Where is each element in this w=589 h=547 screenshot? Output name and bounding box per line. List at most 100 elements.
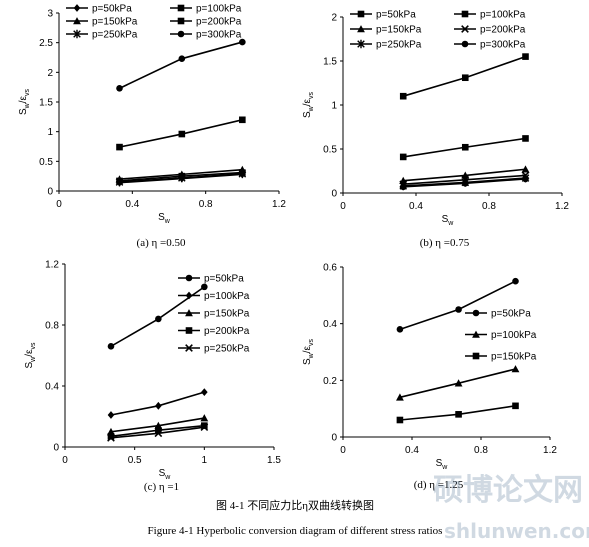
legend-item: p=100kPa [465,330,537,341]
watermark: 硕博论文网 shlunwen.com [433,473,589,543]
y-tick-label: 0 [331,189,337,200]
legend-label: p=100kPa [196,4,242,15]
series-p=200kPa [116,116,246,151]
data-point [107,433,115,440]
legend-label: p=300kPa [196,30,242,41]
y-axis-label-d-text: Sw/εvs [302,339,315,365]
x-tick-label: 0.4 [125,199,139,210]
legend-marker [73,17,81,25]
data-point [239,38,246,46]
x-tick-label: 1.2 [555,201,569,212]
legend-item: p=200kPa [178,326,250,337]
legend-marker [185,327,193,334]
data-point [238,169,247,179]
legend-label: p=100kPa [491,330,537,341]
y-tick-label: 1.5 [323,57,337,68]
data-point [461,74,469,82]
y-tick-label: 1.2 [45,260,59,271]
series-p=50kPa [107,283,208,350]
legend-item: p=300kPa [454,40,526,51]
legend-label: p=150kPa [376,25,422,36]
series-p=200kPa [107,422,208,440]
y-tick-label: 0.2 [323,376,337,387]
y-axis-label-b-text: Sw/εvs [302,92,315,118]
y-tick-label: 2 [331,13,337,24]
data-point [201,388,208,396]
legend-label: p=100kPa [204,291,250,302]
y-tick-label: 0.5 [39,157,53,168]
legend-b: p=50kPa p=100kPa p=150kPa p=200kPa p=250kPa p… [350,10,526,51]
legend-a: p=50kPa p=100kPa p=150kPa p=200kPa p=250kPa p… [66,4,242,41]
data-point [155,315,162,323]
legend-label: p=250kPa [376,40,422,51]
x-tick-label: 0 [340,445,346,456]
legend-label: p=50kPa [376,10,416,21]
legend-label: p=200kPa [204,326,250,337]
legend-marker [185,344,193,352]
data-point [200,414,209,422]
legend-marker [472,309,480,317]
y-axis-label-d: Sw/εvs [302,339,315,365]
series-p=150kPa [396,402,519,424]
data-point [522,135,529,142]
data-point [154,429,163,438]
x-tick-label: 1.2 [272,199,286,210]
legend-marker [177,4,185,12]
legend-marker [357,39,365,49]
data-point [396,326,404,333]
legend-d: p=50kPa p=100kPa p=150kPa [465,309,537,363]
x-tick-label: 0.8 [199,199,213,210]
data-point [461,180,469,187]
x-axis-label-b: Sw [442,214,455,227]
data-point [201,422,208,429]
legend-item: p=200kPa [454,25,526,36]
data-point [115,177,124,187]
legend-item: p=50kPa [178,274,244,285]
legend-label: p=50kPa [491,309,531,320]
x-axis-label-c: Sw [159,468,172,481]
y-tick-label: 0 [331,433,337,444]
watermark-url: shlunwen.com [444,519,589,543]
watermark-text: 硕博论文网 [433,473,583,508]
data-point [178,130,186,138]
legend-item: p=200kPa [170,17,242,28]
legend-marker [472,352,480,360]
y-tick-label: 1 [331,101,337,112]
y-tick-label: 1 [47,127,53,138]
series-p=50kPa [399,53,529,100]
legend-marker [177,30,185,38]
series-p=250kPa [107,423,209,442]
x-tick-label: 0 [56,199,62,210]
x-tick-label: 0.8 [474,445,488,456]
legend-item: p=150kPa [350,25,422,36]
data-point [178,173,186,183]
data-point [522,175,529,183]
y-tick-label: 0.8 [45,321,59,332]
y-tick-label: 0.4 [323,319,337,330]
legend-marker [461,10,469,18]
series-line [119,41,243,90]
y-tick-label: 0 [47,187,53,198]
legend-marker [185,274,193,282]
caption-d: (d) η =1.25 [414,479,464,491]
y-tick-label: 0.5 [323,145,337,156]
caption-a: (a) η =0.50 [137,237,186,249]
figure-title-cn: 图 4-1 不同应力比η双曲线转换图 [216,498,374,512]
data-point [239,116,246,124]
x-tick-label: 0.8 [482,201,496,212]
legend-label: p=150kPa [92,17,138,28]
series-p=100kPa [396,365,520,401]
y-axis-label-a: Sw/εvs [18,89,31,115]
data-point [178,55,186,62]
x-tick-label: 1.5 [267,455,281,466]
series-p=50kPa [396,277,519,333]
series-p=100kPa [107,388,208,419]
data-point [399,153,407,161]
legend-marker [461,40,469,48]
y-axis-label-a-text: Sw/εvs [18,89,31,115]
data-point [107,433,115,442]
data-point [116,85,123,92]
data-point [200,423,209,432]
